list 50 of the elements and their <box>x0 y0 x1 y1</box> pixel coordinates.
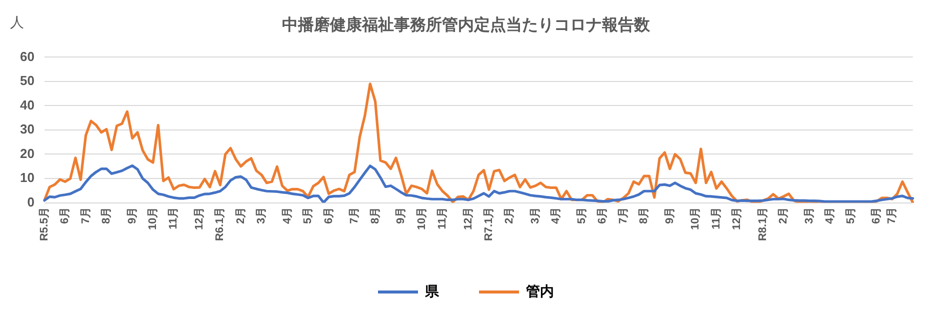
x-tick-label: 2月 <box>778 206 790 224</box>
y-axis-title: 人 <box>10 14 24 30</box>
x-tick-label: 5月 <box>844 206 857 224</box>
x-tick-label: 11月 <box>710 206 722 230</box>
chart-title: 中播磨健康福祉事務所管内定点当たりコロナ報告数 <box>282 16 651 34</box>
x-tick-label: 6月 <box>870 206 883 224</box>
x-tick-label: 9月 <box>126 206 138 224</box>
x-tick-label: R6.1月 <box>214 206 226 242</box>
y-tick-label: 50 <box>20 73 34 88</box>
x-tick-label: 8月 <box>369 206 382 224</box>
x-tick-label: 3月 <box>803 206 816 224</box>
x-tick-label: 12月 <box>194 206 206 230</box>
x-tick-label: 6月 <box>322 206 335 224</box>
legend-label: 管内 <box>525 282 554 299</box>
x-tick-label: 10月 <box>416 206 428 230</box>
x-tick-label: 3月 <box>256 206 268 224</box>
x-tick-label: 7月 <box>617 206 630 224</box>
x-tick-label: 7月 <box>348 206 361 224</box>
x-tick-label: 9月 <box>664 206 676 224</box>
y-tick-label: 10 <box>20 170 34 186</box>
x-tick-label: 7月 <box>886 206 898 224</box>
x-tick-label: 10月 <box>147 206 160 230</box>
x-tick-label: 10月 <box>690 206 702 230</box>
x-tick-label: 5月 <box>576 206 588 224</box>
x-tick-label: 7月 <box>80 206 92 224</box>
legend-label: 県 <box>424 282 440 299</box>
x-tick-label: 4月 <box>281 206 294 224</box>
x-tick-label: 6月 <box>59 206 72 224</box>
x-tick-label: 6月 <box>596 206 609 224</box>
y-tick-label: 40 <box>20 97 34 112</box>
y-tick-label: 30 <box>20 122 34 137</box>
x-tick-label: 3月 <box>530 206 542 224</box>
x-tick-label: 2月 <box>234 206 247 224</box>
y-tick-label: 60 <box>20 48 34 64</box>
x-tick-label: 12月 <box>462 206 474 230</box>
x-tick-label: 5月 <box>302 206 314 224</box>
x-tick-label: 2月 <box>504 206 516 224</box>
x-tick-label: 4月 <box>824 206 836 224</box>
x-tick-label: 9月 <box>395 206 408 224</box>
x-tick-label: R8.1月 <box>756 206 769 242</box>
y-tick-label: 0 <box>27 194 34 210</box>
y-tick-label: 20 <box>20 146 34 161</box>
x-tick-label: 12月 <box>731 206 744 230</box>
x-tick-label: 8月 <box>100 206 113 224</box>
x-tick-label: 11月 <box>168 206 180 230</box>
x-tick-label: 8月 <box>638 206 650 224</box>
x-tick-label: R7.1月 <box>483 206 495 242</box>
x-tick-label: R5.5月 <box>38 206 50 242</box>
x-tick-label: 11月 <box>436 206 448 230</box>
x-tick-label: 4月 <box>550 206 562 224</box>
